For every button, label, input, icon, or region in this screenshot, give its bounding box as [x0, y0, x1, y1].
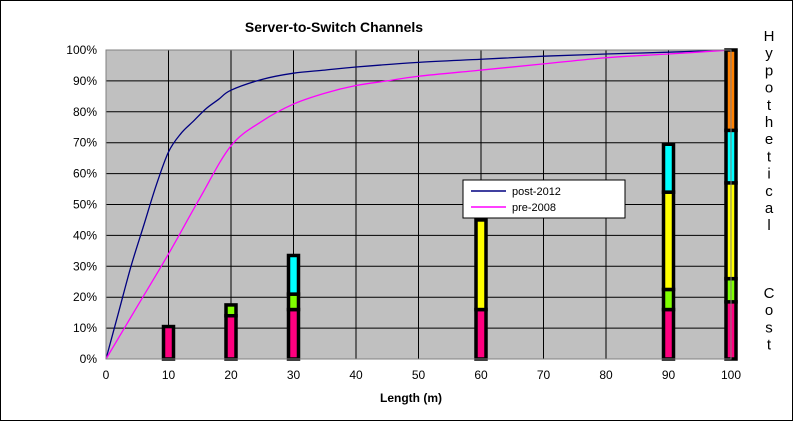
- x-tick-label: 60: [474, 368, 488, 382]
- x-tick-label: 10: [162, 368, 176, 382]
- y-tick-label: 0%: [80, 352, 98, 366]
- legend-label: pre-2008: [512, 202, 556, 214]
- y-tick-label: 30%: [73, 259, 97, 273]
- y-tick-labels: 0% 10% 20% 30% 40% 50% 60% 70% 80% 90% 100%: [66, 43, 97, 366]
- cost-bar-segment: [286, 307, 301, 361]
- y-tick-label: 20%: [73, 290, 97, 304]
- series-line-post-2012: [105, 49, 732, 360]
- cost-bar-segment: [474, 307, 488, 361]
- plot-border: [105, 49, 732, 360]
- x-tick-label: 70: [537, 368, 551, 382]
- x-tick-label: 0: [103, 368, 110, 382]
- y-tick-label: 80%: [73, 105, 97, 119]
- x-tick-label: 30: [287, 368, 301, 382]
- series-line-pre-2008: [105, 49, 732, 360]
- cost-bar-segment: [286, 253, 301, 296]
- x-tick-label: 40: [349, 368, 363, 382]
- y-tick-label: 100%: [66, 43, 97, 57]
- x-tick-label: 90: [662, 368, 676, 382]
- y-tick-label: 60%: [73, 167, 97, 181]
- y-tick-label: 10%: [73, 321, 97, 335]
- cost-bar-segment: [224, 303, 238, 318]
- x-axis-label: Length (m): [380, 391, 442, 405]
- x-tick-label: 100: [721, 368, 741, 382]
- x-tick-label: 20: [224, 368, 238, 382]
- chart-title: Server-to-Switch Channels: [245, 19, 423, 35]
- cost-bar-segment: [661, 142, 676, 194]
- y-tick-label: 40%: [73, 228, 97, 242]
- x-tick-label: 50: [412, 368, 426, 382]
- cost-bar-segment: [474, 218, 488, 312]
- cost-bar-segment: [661, 287, 676, 312]
- y-tick-label: 90%: [73, 74, 97, 88]
- cost-bar-segment: [661, 307, 676, 361]
- y-tick-label: 70%: [73, 136, 97, 150]
- legend: post-2012 pre-2008: [462, 179, 626, 219]
- cost-bar-segment: [286, 292, 301, 312]
- cost-bar-segment: [224, 313, 238, 361]
- x-tick-labels: 0 10 20 30 40 50 60 70 80 90 100: [103, 368, 742, 382]
- series-lines: [105, 49, 732, 360]
- y-tick-label: 50%: [73, 198, 97, 212]
- legend-box: [462, 179, 626, 219]
- cost-bar-segment: [661, 190, 676, 292]
- cost-bar-segment: [161, 324, 176, 361]
- x-tick-label: 80: [599, 368, 613, 382]
- legend-label: post-2012: [512, 186, 561, 198]
